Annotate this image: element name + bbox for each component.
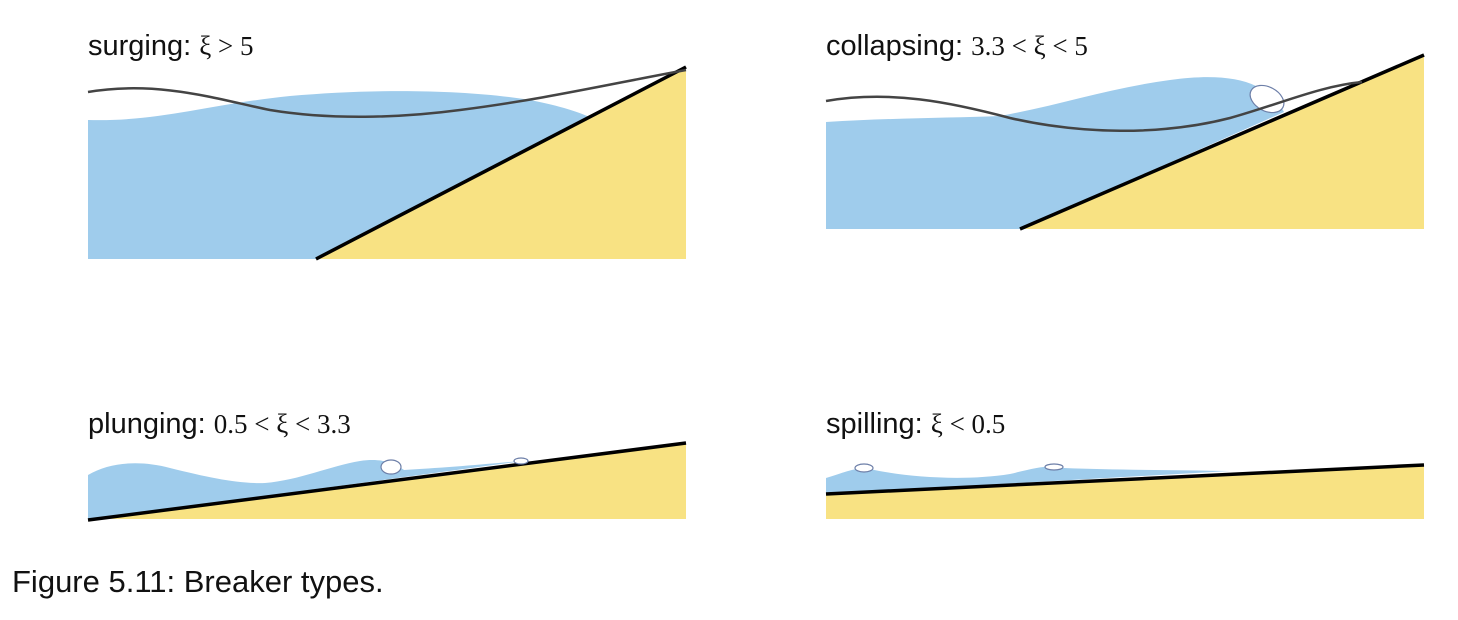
- surging-seabed: [315, 65, 687, 261]
- spilling-water: [826, 466, 1230, 494]
- surging-label: surging:: [88, 30, 192, 62]
- surging-title: surging: ξ > 5: [88, 32, 254, 61]
- collapsing-condition: 3.3 < ξ < 5: [971, 31, 1088, 61]
- plunging-foam-large: [380, 459, 402, 475]
- spilling-title: spilling: ξ < 0.5: [826, 410, 1005, 439]
- spilling-label: spilling:: [826, 408, 923, 440]
- plunging-condition: 0.5 < ξ < 3.3: [213, 409, 351, 439]
- collapsing-label: collapsing:: [826, 30, 964, 62]
- plunging-label: plunging:: [88, 408, 206, 440]
- plunging-foam-small: [513, 457, 529, 465]
- spilling-foam-2: [1044, 463, 1064, 471]
- plunging-title: plunging: 0.5 < ξ < 3.3: [88, 410, 351, 439]
- surging-panel: [87, 65, 687, 261]
- collapsing-water: [826, 77, 1284, 229]
- collapsing-wave-profile: [825, 80, 1363, 132]
- spilling-condition: ξ < 0.5: [930, 409, 1006, 439]
- surging-wave-profile: [87, 68, 687, 118]
- spilling-foam-1: [854, 463, 874, 473]
- figure-caption: Figure 5.11: Breaker types.: [12, 564, 384, 599]
- collapsing-title: collapsing: 3.3 < ξ < 5: [826, 32, 1088, 61]
- plunging-seabed: [87, 441, 687, 522]
- spilling-seabed: [825, 463, 1425, 496]
- surging-condition: ξ > 5: [199, 31, 254, 61]
- spilling-sand: [826, 465, 1424, 519]
- collapsing-panel: [825, 53, 1425, 231]
- surging-water: [88, 91, 596, 259]
- plunging-panel: [87, 441, 687, 522]
- collapsing-seabed: [1019, 53, 1425, 231]
- spilling-panel: [825, 463, 1425, 519]
